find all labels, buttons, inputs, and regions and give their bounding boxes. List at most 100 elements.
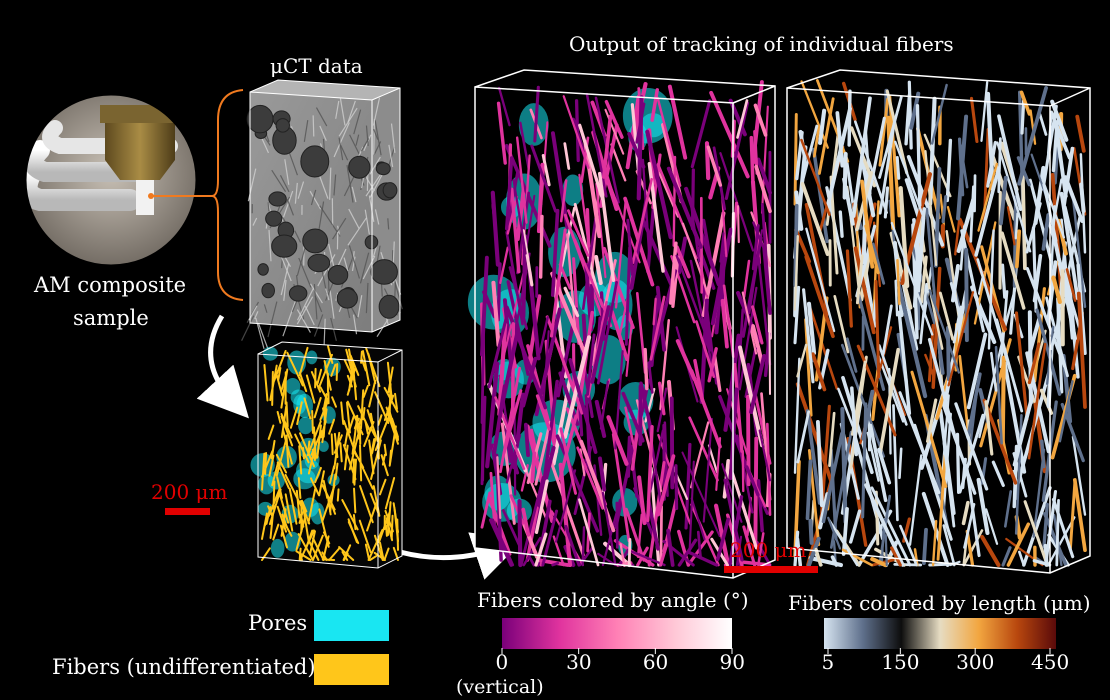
fiber bbox=[899, 524, 918, 567]
fiber bbox=[317, 353, 333, 390]
ct-fiber-streak bbox=[333, 174, 337, 196]
fiber bbox=[387, 501, 392, 536]
fiber bbox=[855, 254, 864, 305]
fiber bbox=[916, 207, 927, 293]
fiber bbox=[272, 480, 276, 510]
fiber bbox=[298, 346, 309, 377]
fiber bbox=[733, 362, 744, 453]
fiber bbox=[1071, 192, 1087, 309]
fiber bbox=[286, 351, 304, 387]
fiber bbox=[276, 410, 282, 424]
pore bbox=[298, 416, 314, 435]
fiber bbox=[936, 453, 947, 561]
fiber bbox=[974, 166, 1001, 257]
ct-pore bbox=[336, 288, 358, 309]
fiber bbox=[279, 524, 289, 549]
fiber bbox=[299, 500, 311, 525]
fiber bbox=[681, 222, 709, 295]
ct-fiber-streak bbox=[280, 255, 292, 282]
fiber bbox=[601, 114, 613, 179]
fiber bbox=[327, 345, 334, 364]
fiber bbox=[497, 322, 508, 417]
fiber bbox=[347, 518, 358, 544]
fiber bbox=[969, 185, 975, 243]
fiber bbox=[978, 335, 1005, 439]
fiber bbox=[296, 401, 303, 426]
fiber bbox=[793, 285, 801, 345]
fiber bbox=[619, 543, 626, 567]
fiber bbox=[300, 499, 308, 513]
angle-colored-volume bbox=[467, 69, 776, 579]
fiber bbox=[701, 218, 713, 265]
fiber bbox=[833, 294, 850, 354]
fiber bbox=[387, 366, 394, 393]
fiber bbox=[793, 112, 798, 206]
fiber bbox=[828, 411, 836, 468]
fiber bbox=[481, 414, 485, 482]
fiber bbox=[282, 428, 293, 465]
fiber bbox=[924, 149, 938, 267]
fiber bbox=[522, 536, 542, 567]
fiber bbox=[1018, 550, 1026, 567]
fiber bbox=[523, 422, 530, 458]
fiber bbox=[624, 507, 646, 562]
pore bbox=[290, 389, 307, 405]
ct-pore bbox=[307, 253, 331, 273]
ct-pore bbox=[382, 182, 398, 199]
fiber bbox=[487, 312, 509, 389]
fiber bbox=[817, 492, 830, 530]
length-tick-label: 5 bbox=[821, 650, 835, 674]
fiber bbox=[870, 486, 912, 567]
fiber bbox=[636, 513, 643, 559]
fiber bbox=[689, 369, 722, 449]
ct-pore bbox=[265, 210, 283, 227]
fiber bbox=[313, 397, 322, 419]
segmented-volume-box bbox=[250, 341, 403, 569]
length-colorbar bbox=[824, 618, 1056, 649]
fiber bbox=[504, 156, 514, 231]
fiber bbox=[579, 439, 616, 533]
fiber bbox=[657, 381, 666, 416]
fiber bbox=[898, 447, 903, 480]
fiber bbox=[877, 447, 892, 485]
length-tick-label: 150 bbox=[881, 650, 920, 674]
fiber bbox=[624, 406, 637, 452]
fiber bbox=[491, 280, 501, 348]
fiber bbox=[271, 461, 280, 487]
ct-fiber-streak bbox=[281, 190, 294, 222]
fiber bbox=[871, 242, 886, 285]
fiber bbox=[284, 473, 304, 510]
fiber bbox=[538, 214, 544, 279]
fiber bbox=[860, 179, 875, 269]
fiber bbox=[573, 238, 604, 308]
ct-fiber-streak bbox=[348, 245, 361, 279]
fiber bbox=[599, 380, 609, 430]
fiber bbox=[549, 228, 567, 338]
fiber bbox=[330, 433, 334, 456]
fiber bbox=[1025, 267, 1066, 368]
ct-fiber-streak bbox=[310, 189, 317, 206]
fiber bbox=[954, 402, 989, 491]
fiber bbox=[736, 434, 754, 514]
fiber bbox=[815, 419, 824, 508]
fiber bbox=[368, 439, 375, 475]
fiber bbox=[625, 320, 633, 377]
fiber bbox=[362, 384, 369, 398]
angle-colorbar bbox=[502, 618, 732, 649]
fiber bbox=[643, 347, 649, 391]
fiber bbox=[297, 533, 314, 561]
fiber bbox=[756, 157, 772, 195]
fiber bbox=[333, 434, 343, 454]
fiber bbox=[997, 137, 1002, 194]
fiber bbox=[550, 510, 585, 567]
fiber bbox=[500, 328, 520, 405]
fiber bbox=[334, 462, 339, 481]
fiber bbox=[938, 291, 955, 341]
angle-tick-label: 30 bbox=[566, 650, 592, 674]
fiber bbox=[519, 475, 545, 567]
ct-fiber-streak bbox=[296, 309, 311, 333]
ct-pore bbox=[288, 285, 308, 302]
fiber bbox=[1050, 99, 1069, 142]
fiber bbox=[982, 398, 1018, 485]
ct-fiber-streak bbox=[357, 295, 363, 318]
